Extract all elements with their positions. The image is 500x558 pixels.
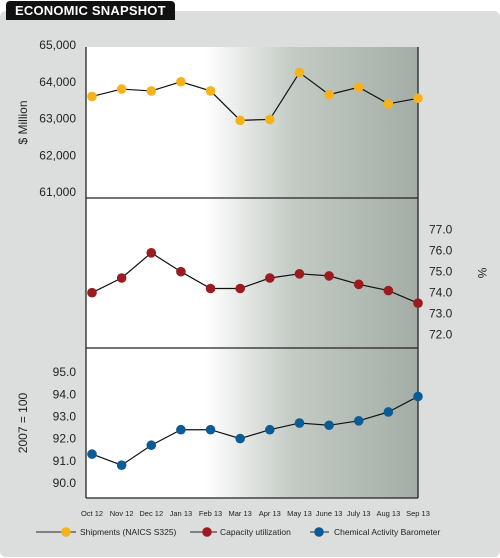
data-point (294, 67, 305, 78)
data-point (116, 460, 127, 470)
x-tick-label: July 13 (347, 509, 371, 518)
data-point (353, 416, 364, 426)
data-point (235, 433, 245, 444)
x-tick-label: June 13 (316, 509, 343, 518)
y-tick-label: 90.0 (53, 476, 77, 490)
data-point (413, 391, 423, 402)
x-tick-label: Oct 12 (81, 509, 103, 518)
y-tick-label: 75.0 (429, 265, 453, 279)
data-point (146, 86, 157, 96)
data-point (235, 283, 245, 294)
data-point (413, 93, 423, 104)
data-point (324, 420, 334, 431)
data-point (353, 82, 364, 93)
plot-area (86, 47, 418, 498)
y-tick-label: 91.0 (53, 454, 77, 468)
y-tick-label: 77.0 (429, 223, 453, 237)
data-point (176, 266, 186, 277)
data-point (294, 269, 305, 279)
y-tick-label: 92.0 (53, 432, 77, 446)
figure-title: ECONOMIC SNAPSHOT (6, 1, 175, 20)
x-tick-label: Nov 12 (110, 509, 134, 518)
data-point (116, 273, 127, 283)
y-tick-label: 65,000 (39, 38, 76, 52)
series-line (91, 71, 419, 121)
y-tick-label: 93.0 (53, 409, 77, 423)
data-point (353, 279, 364, 290)
data-point (87, 91, 97, 102)
data-point (294, 418, 305, 428)
y-tick-label: 62,000 (39, 148, 76, 162)
legend-label: Shipments (NAICS S325) (80, 527, 177, 537)
data-point (383, 407, 394, 417)
legend-label: Capacity utilization (220, 527, 291, 537)
data-point (383, 285, 394, 296)
legend-marker (314, 527, 324, 537)
data-point (116, 84, 127, 94)
data-point (87, 449, 97, 459)
data-point (205, 283, 216, 294)
y-axis-title: 2007 = 100 (16, 392, 30, 453)
y-tick-label: 64,000 (39, 75, 76, 89)
x-tick-label: Feb 13 (199, 509, 222, 518)
y-tick-label: 61,000 (39, 185, 76, 199)
y-tick-label: 63,000 (39, 112, 76, 126)
data-point (265, 424, 275, 435)
y-tick-label: 94.0 (53, 387, 77, 401)
data-point (176, 424, 186, 435)
x-tick-label: Jan 13 (170, 509, 193, 518)
data-point (176, 76, 186, 87)
data-point (146, 248, 157, 258)
data-point (324, 271, 334, 281)
data-point (146, 440, 157, 451)
series-line (91, 252, 419, 304)
data-point (87, 287, 97, 298)
data-point (413, 298, 423, 309)
y-axis-title: % (475, 268, 489, 279)
legend-label: Chemical Activity Barometer (334, 527, 440, 537)
data-point (265, 114, 275, 125)
x-tick-label: Apr 13 (259, 509, 281, 518)
y-axis-title: $ Million (16, 100, 30, 144)
x-tick-label: Aug 13 (376, 509, 400, 518)
y-tick-label: 72.0 (429, 328, 453, 342)
series-line (91, 395, 419, 466)
x-tick-label: May 13 (287, 509, 312, 518)
data-point (205, 86, 216, 96)
x-tick-label: Sep 13 (406, 509, 430, 518)
legend-marker (202, 527, 212, 537)
data-point (235, 115, 245, 126)
data-point (383, 99, 394, 109)
y-tick-label: 74.0 (429, 286, 453, 300)
data-point (324, 89, 334, 100)
x-tick-label: Dec 12 (139, 509, 163, 518)
y-tick-label: 95.0 (53, 365, 77, 379)
legend-marker (61, 527, 71, 537)
data-point (205, 424, 216, 435)
y-tick-label: 73.0 (429, 307, 453, 321)
data-point (265, 273, 275, 283)
x-tick-label: Mar 13 (229, 509, 252, 518)
y-tick-label: 76.0 (429, 244, 453, 258)
